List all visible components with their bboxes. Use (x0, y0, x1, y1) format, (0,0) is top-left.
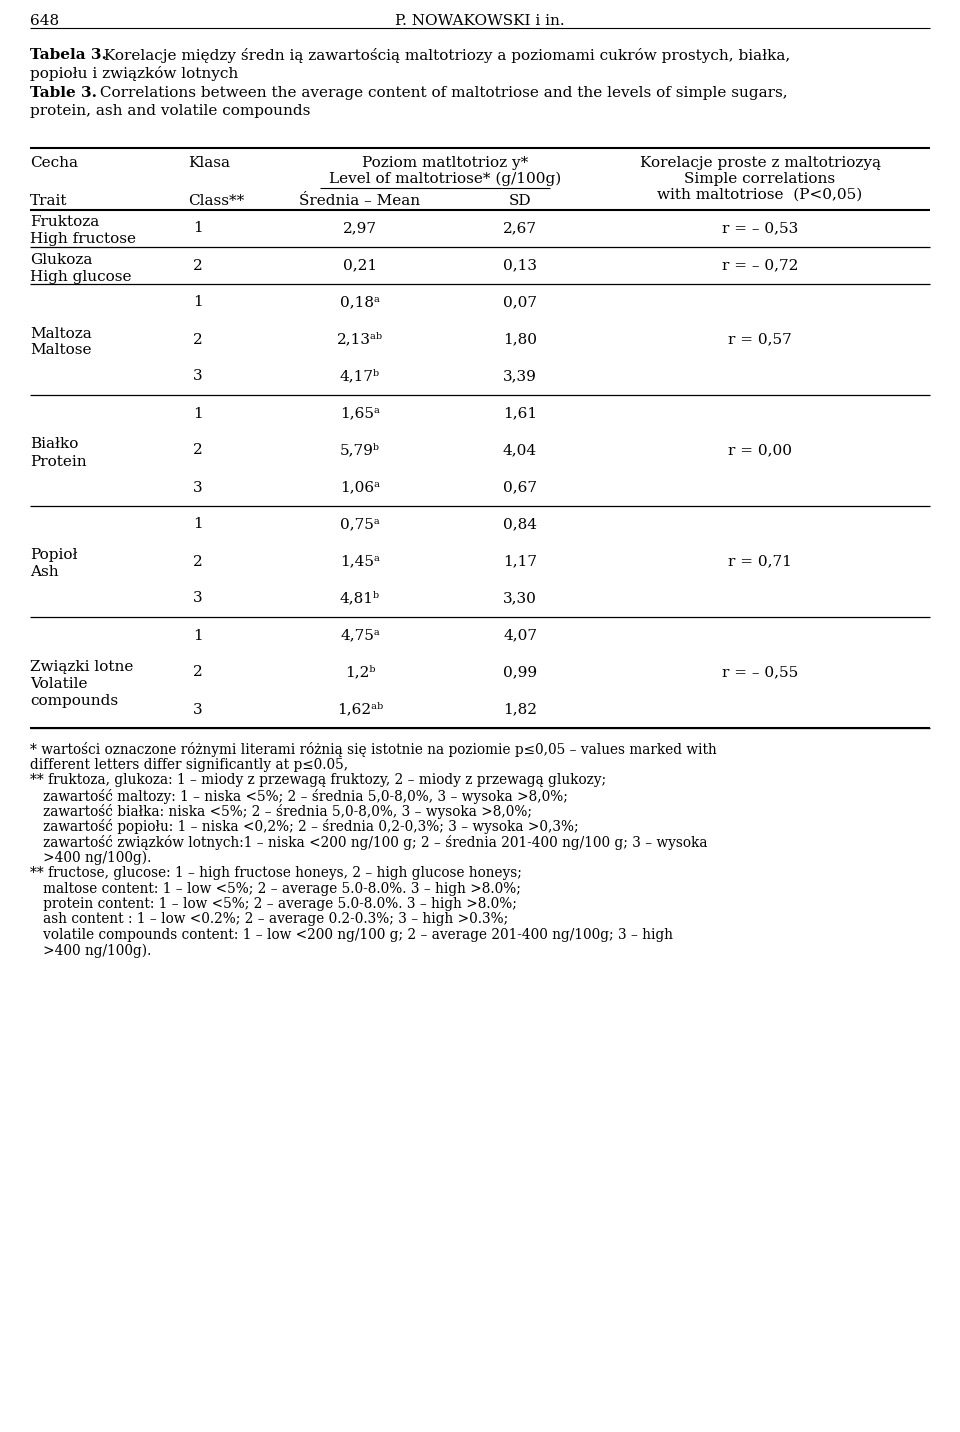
Text: with maltotriose  (P<0,05): with maltotriose (P<0,05) (658, 188, 863, 202)
Text: 0,18ᵃ: 0,18ᵃ (340, 295, 380, 309)
Text: 4,17ᵇ: 4,17ᵇ (340, 369, 380, 384)
Text: 2,97: 2,97 (343, 222, 377, 235)
Text: maltose content: 1 – low <5%; 2 – average 5.0-8.0%. 3 – high >8.0%;: maltose content: 1 – low <5%; 2 – averag… (30, 882, 521, 895)
Text: 4,81ᵇ: 4,81ᵇ (340, 591, 380, 606)
Text: 2: 2 (193, 444, 203, 457)
Text: zawartość związków lotnych:1 – niska <200 ng/100 g; 2 – średnia 201-400 ng/100 g: zawartość związków lotnych:1 – niska <20… (30, 835, 708, 851)
Text: Table 3.: Table 3. (30, 86, 97, 100)
Text: Class**: Class** (188, 193, 244, 208)
Text: 2,67: 2,67 (503, 222, 537, 235)
Text: 1,45ᵃ: 1,45ᵃ (340, 554, 380, 569)
Text: 1: 1 (193, 629, 203, 643)
Text: Correlations between the average content of maltotriose and the levels of simple: Correlations between the average content… (95, 86, 787, 100)
Text: protein, ash and volatile compounds: protein, ash and volatile compounds (30, 105, 310, 117)
Text: >400 ng/100g).: >400 ng/100g). (30, 851, 152, 865)
Text: 5,79ᵇ: 5,79ᵇ (340, 444, 380, 457)
Text: 1,17: 1,17 (503, 554, 537, 569)
Text: 0,75ᵃ: 0,75ᵃ (340, 517, 380, 531)
Text: popiołu i związków lotnych: popiołu i związków lotnych (30, 66, 238, 82)
Text: 2,13ᵃᵇ: 2,13ᵃᵇ (337, 332, 383, 347)
Text: Volatile: Volatile (30, 676, 87, 690)
Text: Glukoza: Glukoza (30, 252, 92, 266)
Text: r = 0,57: r = 0,57 (728, 332, 792, 347)
Text: 0,84: 0,84 (503, 517, 537, 531)
Text: Level of maltotriose* (g/100g): Level of maltotriose* (g/100g) (329, 172, 562, 186)
Text: r = 0,71: r = 0,71 (728, 554, 792, 569)
Text: Związki lotne: Związki lotne (30, 660, 133, 673)
Text: 1,82: 1,82 (503, 703, 537, 716)
Text: Klasa: Klasa (188, 156, 230, 170)
Text: 1: 1 (193, 517, 203, 531)
Text: Simple correlations: Simple correlations (684, 172, 835, 186)
Text: r = 0,00: r = 0,00 (728, 444, 792, 457)
Text: High glucose: High glucose (30, 269, 132, 284)
Text: zawartość popiołu: 1 – niska <0,2%; 2 – średnia 0,2-0,3%; 3 – wysoka >0,3%;: zawartość popiołu: 1 – niska <0,2%; 2 – … (30, 819, 579, 835)
Text: volatile compounds content: 1 – low <200 ng/100 g; 2 – average 201-400 ng/100g; : volatile compounds content: 1 – low <200… (30, 928, 673, 942)
Text: * wartości oznaczone różnymi literami różnią się istotnie na poziomie p≤0,05 – v: * wartości oznaczone różnymi literami ró… (30, 742, 717, 758)
Text: 4,04: 4,04 (503, 444, 537, 457)
Text: Cecha: Cecha (30, 156, 78, 170)
Text: 2: 2 (193, 332, 203, 347)
Text: 1,65ᵃ: 1,65ᵃ (340, 407, 380, 421)
Text: Ash: Ash (30, 566, 59, 580)
Text: 1,2ᵇ: 1,2ᵇ (345, 666, 375, 680)
Text: ** fruktoza, glukoza: 1 – miody z przewagą fruktozy, 2 – miody z przewagą glukoz: ** fruktoza, glukoza: 1 – miody z przewa… (30, 773, 606, 788)
Text: 1,06ᵃ: 1,06ᵃ (340, 481, 380, 494)
Text: Korelacje między średn ią zawartością maltotriozy a poziomami cukrów prostych, b: Korelacje między średn ią zawartością ma… (99, 49, 790, 63)
Text: 4,75ᵃ: 4,75ᵃ (340, 629, 380, 643)
Text: 4,07: 4,07 (503, 629, 537, 643)
Text: Fruktoza: Fruktoza (30, 215, 99, 229)
Text: 3,30: 3,30 (503, 591, 537, 606)
Text: ** fructose, glucose: 1 – high fructose honeys, 2 – high glucose honeys;: ** fructose, glucose: 1 – high fructose … (30, 866, 522, 881)
Text: 0,07: 0,07 (503, 295, 537, 309)
Text: 0,13: 0,13 (503, 259, 537, 272)
Text: 3,39: 3,39 (503, 369, 537, 384)
Text: SD: SD (509, 193, 531, 208)
Text: protein content: 1 – low <5%; 2 – average 5.0-8.0%. 3 – high >8.0%;: protein content: 1 – low <5%; 2 – averag… (30, 896, 516, 911)
Text: zawartość białka: niska <5%; 2 – średnia 5,0-8,0%, 3 – wysoka >8,0%;: zawartość białka: niska <5%; 2 – średnia… (30, 803, 532, 819)
Text: 2: 2 (193, 666, 203, 680)
Text: Maltoza: Maltoza (30, 326, 92, 341)
Text: 0,21: 0,21 (343, 259, 377, 272)
Text: Białko: Białko (30, 438, 79, 451)
Text: Protein: Protein (30, 454, 86, 468)
Text: 1,80: 1,80 (503, 332, 537, 347)
Text: 1,61: 1,61 (503, 407, 537, 421)
Text: 648: 648 (30, 14, 60, 29)
Text: 1,62ᵃᵇ: 1,62ᵃᵇ (337, 703, 383, 716)
Text: High fructose: High fructose (30, 232, 136, 246)
Text: 1: 1 (193, 222, 203, 235)
Text: Poziom matltotrioz y*: Poziom matltotrioz y* (362, 156, 528, 170)
Text: Popioł: Popioł (30, 548, 78, 563)
Text: ash content : 1 – low <0.2%; 2 – average 0.2-0.3%; 3 – high >0.3%;: ash content : 1 – low <0.2%; 2 – average… (30, 912, 508, 927)
Text: 2: 2 (193, 554, 203, 569)
Text: Korelacje proste z maltotriozyą: Korelacje proste z maltotriozyą (639, 156, 880, 170)
Text: different letters differ significantly at p≤0.05,: different letters differ significantly a… (30, 758, 348, 772)
Text: 3: 3 (193, 591, 203, 606)
Text: 1: 1 (193, 407, 203, 421)
Text: 3: 3 (193, 369, 203, 384)
Text: 2: 2 (193, 259, 203, 272)
Text: r = – 0,53: r = – 0,53 (722, 222, 798, 235)
Text: 1: 1 (193, 295, 203, 309)
Text: Średnia – Mean: Średnia – Mean (300, 193, 420, 208)
Text: r = – 0,72: r = – 0,72 (722, 259, 798, 272)
Text: Tabela 3.: Tabela 3. (30, 49, 107, 62)
Text: 3: 3 (193, 703, 203, 716)
Text: >400 ng/100g).: >400 ng/100g). (30, 944, 152, 958)
Text: P. NOWAKOWSKI i in.: P. NOWAKOWSKI i in. (396, 14, 564, 29)
Text: 3: 3 (193, 481, 203, 494)
Text: Trait: Trait (30, 193, 67, 208)
Text: 0,99: 0,99 (503, 666, 537, 680)
Text: r = – 0,55: r = – 0,55 (722, 666, 798, 680)
Text: zawartość maltozy: 1 – niska <5%; 2 – średnia 5,0-8,0%, 3 – wysoka >8,0%;: zawartość maltozy: 1 – niska <5%; 2 – śr… (30, 789, 568, 803)
Text: Maltose: Maltose (30, 344, 91, 358)
Text: compounds: compounds (30, 693, 118, 707)
Text: 0,67: 0,67 (503, 481, 537, 494)
